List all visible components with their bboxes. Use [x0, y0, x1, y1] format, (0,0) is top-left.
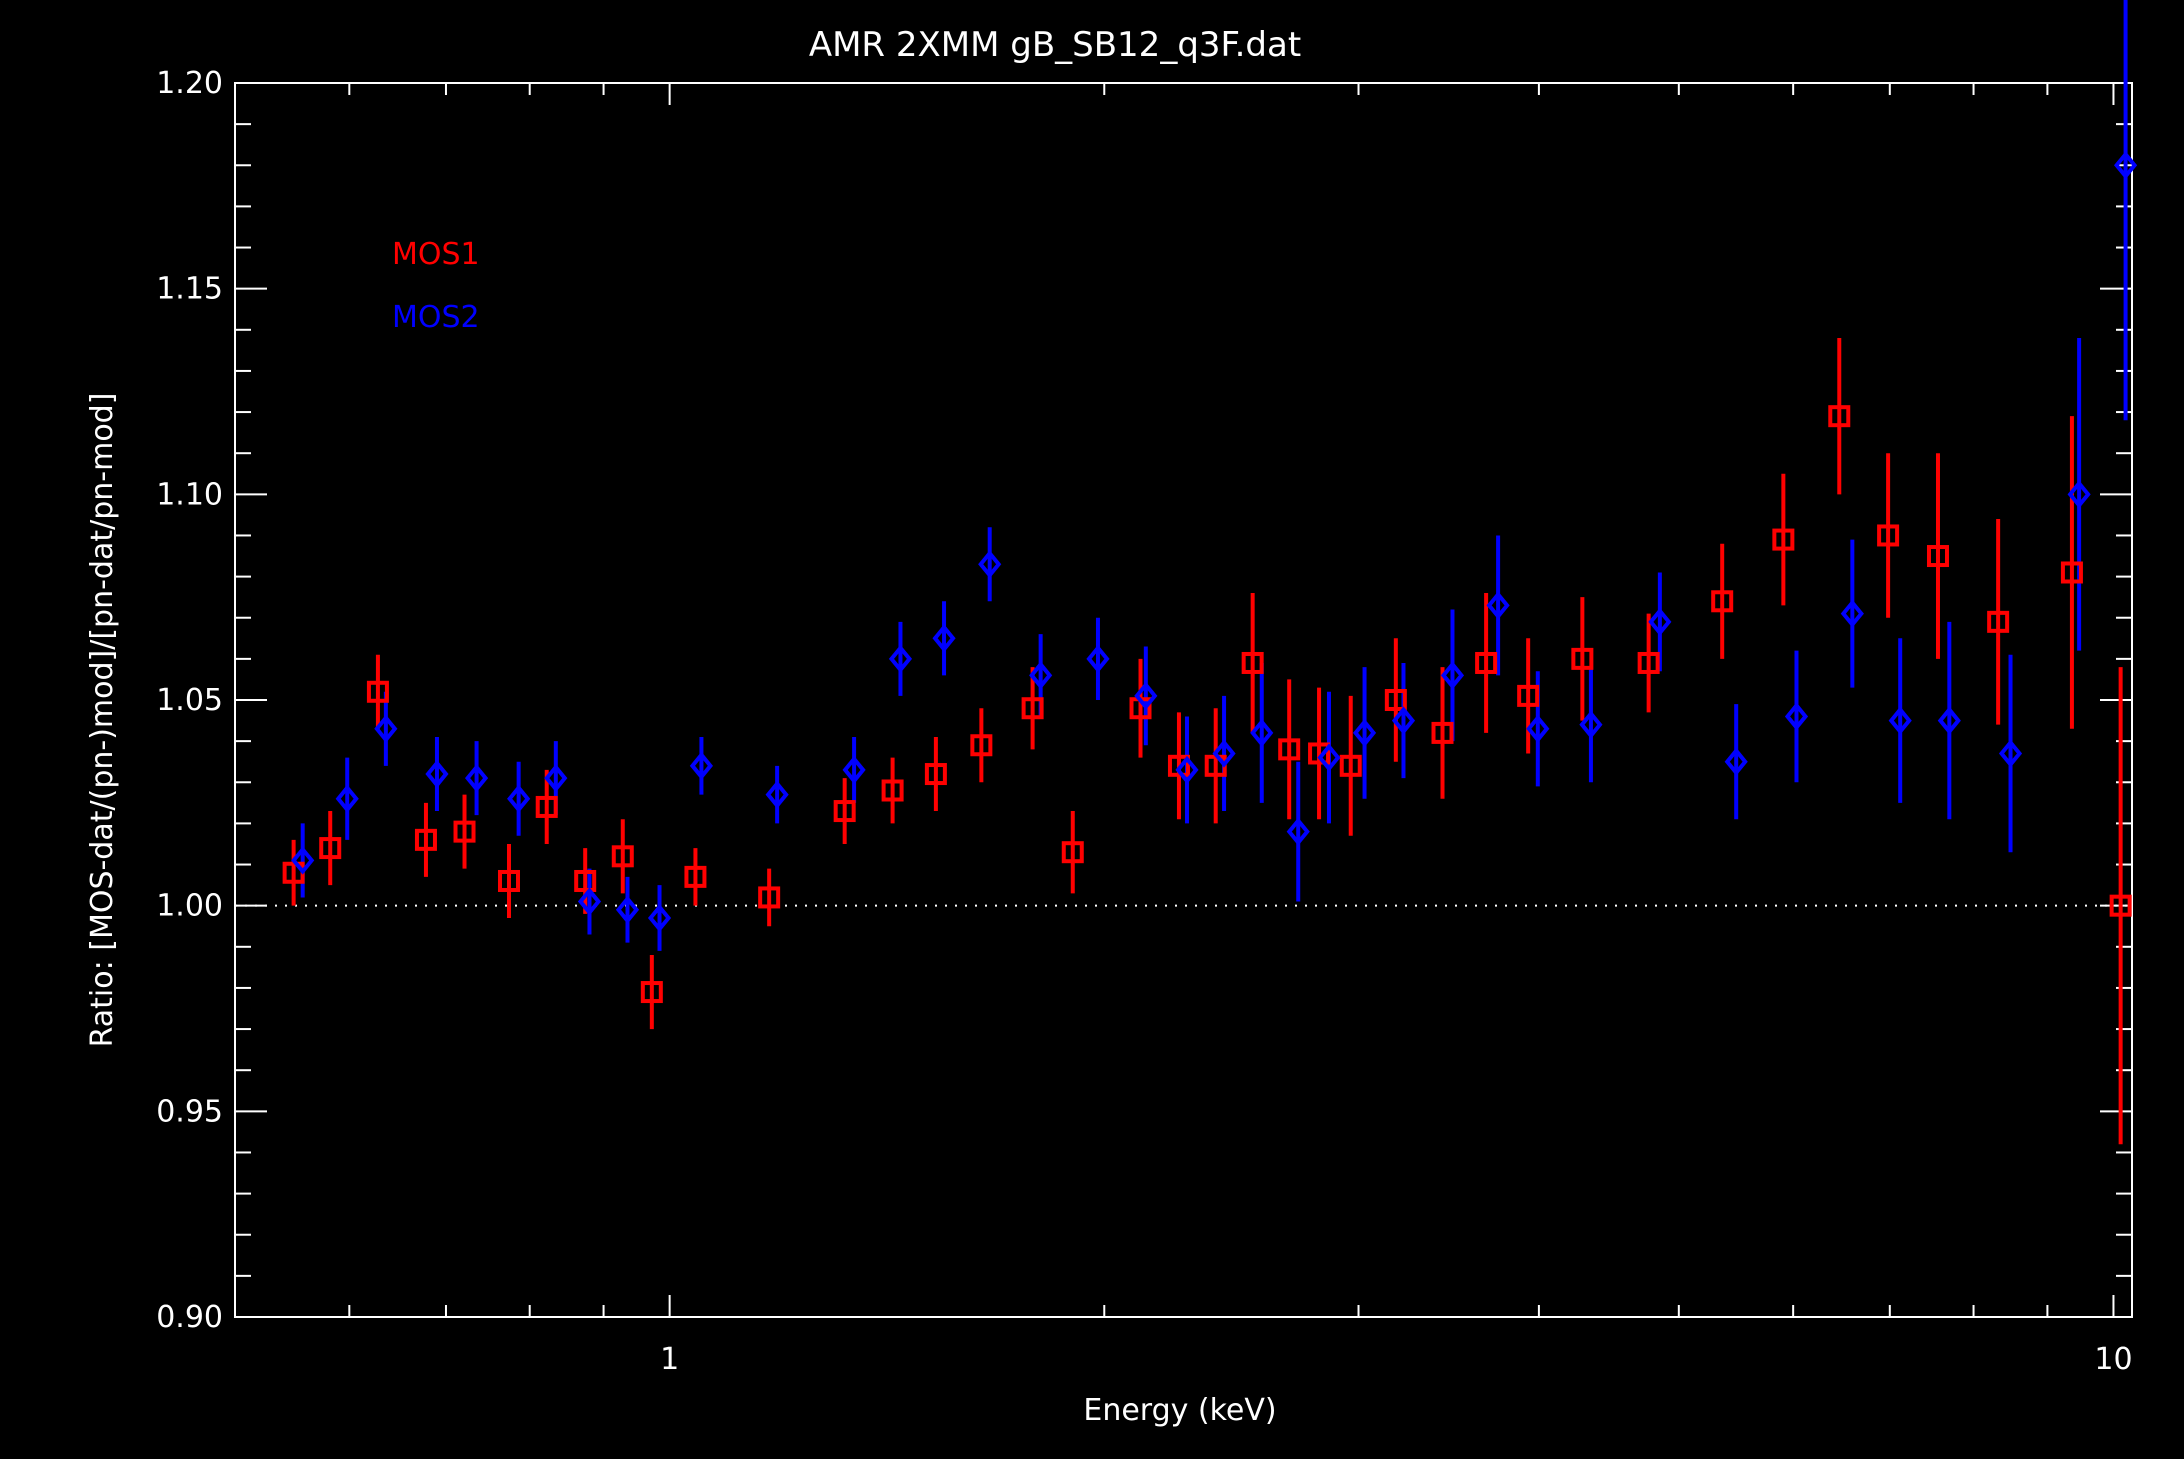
- mos1-point: [497, 869, 520, 892]
- x-tick-label: 10: [2094, 1342, 2132, 1377]
- mos2-point: [1579, 710, 1603, 739]
- mos1-point: [1926, 545, 1949, 568]
- mos2-point: [1526, 714, 1550, 743]
- mos2-point: [1784, 702, 1809, 731]
- mos1-point: [2109, 894, 2132, 917]
- y-tick-label: 1.20: [156, 66, 223, 101]
- mos1-point: [1431, 721, 1454, 744]
- mos1-point: [1339, 754, 1362, 777]
- mos1-point: [453, 820, 476, 843]
- mos2-point: [1648, 607, 1672, 637]
- mos1-point: [684, 865, 707, 888]
- mos1-point: [1987, 610, 2010, 633]
- legend-mos2: MOS2: [392, 300, 480, 335]
- mos2-point: [888, 644, 913, 674]
- mos2-point: [1352, 718, 1377, 748]
- mos1-point: [1278, 738, 1301, 761]
- mos2-point: [464, 763, 489, 793]
- y-tick-label: 1.10: [156, 477, 223, 512]
- mos1-point: [1828, 405, 1851, 428]
- markers: [282, 151, 2138, 1004]
- legend-mos1: MOS1: [392, 237, 480, 272]
- x-axis-label: Energy (keV): [1083, 1393, 1276, 1428]
- mos2-point: [1440, 661, 1465, 690]
- mos2-point: [1286, 817, 1310, 846]
- mos1-point: [1308, 742, 1331, 765]
- mos2-point: [425, 759, 449, 789]
- mos1-point: [640, 981, 663, 1004]
- mos1-point: [1475, 651, 1498, 674]
- mos2-point: [2113, 151, 2138, 180]
- mos1-point: [1772, 528, 1795, 551]
- mos2-point: [765, 780, 789, 809]
- mos2-point: [1888, 706, 1912, 735]
- mos2-point: [291, 846, 315, 875]
- y-tick-label: 1.15: [156, 272, 223, 307]
- x-ticks: 1 10: [234, 83, 2133, 1377]
- mos2-point: [1250, 718, 1274, 748]
- x-tick-label: 1: [660, 1342, 679, 1377]
- mos2-point: [2067, 480, 2091, 509]
- y-tick-label: 0.90: [156, 1300, 223, 1335]
- mos2-point: [1212, 739, 1236, 768]
- mos1-point: [366, 680, 389, 703]
- mos1-point: [881, 779, 904, 802]
- mos2-point: [374, 714, 398, 743]
- mos2-point: [507, 784, 531, 813]
- mos1-point: [535, 795, 558, 818]
- mos1-point: [1061, 841, 1084, 864]
- mos1-point: [924, 763, 947, 786]
- mos1-point: [758, 886, 781, 909]
- mos1-point: [574, 869, 597, 892]
- mos2-point: [615, 895, 640, 924]
- mos1-point: [319, 837, 342, 860]
- mos2-point: [1175, 755, 1199, 785]
- mos1-point: [1877, 524, 1900, 547]
- y-tick-label: 1.00: [156, 889, 223, 924]
- y-tick-label: 0.95: [156, 1094, 223, 1129]
- mos1-point: [1167, 754, 1190, 777]
- mos2-point: [1029, 661, 1053, 690]
- mos2-point: [1486, 591, 1510, 620]
- mos1-point: [1384, 689, 1407, 711]
- mos2-point: [1134, 681, 1158, 711]
- mos2-point: [689, 751, 714, 780]
- mos2-point: [1086, 644, 1110, 674]
- mos1-point: [970, 734, 993, 757]
- mos1-point: [414, 828, 437, 851]
- mos1-point: [1711, 590, 1734, 613]
- mos2-point: [1724, 747, 1748, 776]
- mos1-point: [611, 845, 634, 868]
- mos2-point: [1317, 743, 1341, 772]
- mos2-point: [842, 755, 866, 785]
- mos2-point: [335, 784, 359, 813]
- mos2-point: [1391, 706, 1416, 735]
- mos1-point: [1517, 684, 1540, 707]
- chart-title: AMR 2XMM gB_SB12_q3F.dat: [809, 25, 1301, 65]
- mos2-point: [577, 887, 602, 916]
- mos2-point: [932, 624, 956, 653]
- mos2-point: [647, 903, 672, 933]
- mos1-point: [1571, 647, 1594, 670]
- mos2-point: [1937, 706, 1961, 735]
- mos1-point: [1021, 697, 1044, 720]
- y-tick-label: 1.05: [156, 683, 223, 718]
- mos1-point: [833, 800, 856, 823]
- mos1-point: [1637, 651, 1660, 674]
- y-ticks: 0.90 0.95 1.00 1.05 1.10 1.15 1.20: [156, 66, 2132, 1335]
- mos1-point: [1241, 651, 1264, 674]
- mos1-point: [2060, 561, 2083, 584]
- mos2-point: [1998, 739, 2023, 768]
- mos2-point: [1840, 599, 1864, 628]
- y-axis-label: Ratio: [MOS-dat/(pn-)mod]/[pn-dat/pn-mod…: [85, 393, 120, 1048]
- mos2-point: [544, 763, 568, 793]
- mos2-point: [978, 550, 1002, 579]
